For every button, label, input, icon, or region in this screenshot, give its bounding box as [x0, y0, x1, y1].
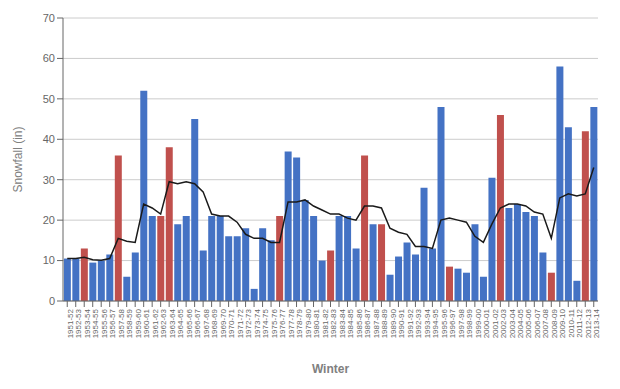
- svg-text:2002-03: 2002-03: [499, 309, 508, 339]
- svg-text:2001-02: 2001-02: [490, 309, 500, 339]
- svg-text:1954-55: 1954-55: [91, 309, 101, 339]
- svg-text:Snowfall (in): Snowfall (in): [11, 126, 25, 192]
- svg-text:1966-67: 1966-67: [193, 309, 203, 339]
- svg-text:1979-80: 1979-80: [303, 309, 313, 339]
- svg-text:1972-73: 1972-73: [244, 309, 254, 339]
- svg-text:1961-62: 1961-62: [150, 309, 160, 339]
- svg-text:1957-58: 1957-58: [116, 309, 126, 339]
- svg-text:1967-68: 1967-68: [201, 309, 211, 339]
- svg-text:1976-77: 1976-77: [278, 309, 288, 339]
- svg-text:2004-05: 2004-05: [516, 309, 525, 339]
- svg-text:2008-09: 2008-09: [550, 309, 559, 339]
- svg-text:1960-61: 1960-61: [142, 309, 152, 339]
- svg-text:1962-63: 1962-63: [159, 309, 169, 339]
- svg-text:1980-81: 1980-81: [312, 309, 322, 339]
- svg-text:1999-00: 1999-00: [473, 309, 483, 339]
- svg-text:1992-93: 1992-93: [414, 309, 424, 339]
- svg-text:2007-08: 2007-08: [541, 309, 551, 339]
- svg-text:2011-12: 2011-12: [575, 309, 585, 338]
- svg-text:1953-54: 1953-54: [82, 309, 92, 339]
- svg-text:1988-89: 1988-89: [380, 309, 390, 339]
- svg-text:2005-06: 2005-06: [524, 309, 534, 339]
- svg-text:1959-60: 1959-60: [133, 309, 143, 339]
- svg-text:1969-70: 1969-70: [218, 309, 228, 339]
- svg-text:10: 10: [43, 254, 55, 266]
- svg-text:2006-07: 2006-07: [533, 309, 542, 339]
- svg-text:1997-98: 1997-98: [456, 309, 466, 339]
- svg-text:20: 20: [43, 214, 55, 226]
- svg-text:2012-13: 2012-13: [583, 309, 593, 339]
- svg-text:2009-10: 2009-10: [558, 309, 568, 339]
- svg-text:2010-11: 2010-11: [567, 309, 576, 338]
- svg-text:60: 60: [43, 52, 55, 64]
- svg-text:1963-64: 1963-64: [167, 309, 177, 339]
- svg-text:1973-74: 1973-74: [252, 309, 262, 339]
- svg-text:1974-75: 1974-75: [261, 309, 271, 339]
- svg-text:1982-83: 1982-83: [329, 309, 339, 339]
- svg-text:1971-72: 1971-72: [235, 309, 245, 339]
- svg-text:1986-87: 1986-87: [363, 309, 373, 339]
- svg-text:40: 40: [43, 133, 55, 145]
- svg-text:30: 30: [43, 174, 55, 186]
- svg-text:70: 70: [43, 12, 55, 24]
- svg-text:0: 0: [49, 295, 55, 307]
- svg-text:1958-59: 1958-59: [125, 309, 135, 339]
- svg-text:1978-79: 1978-79: [295, 309, 305, 339]
- svg-text:50: 50: [43, 93, 55, 105]
- svg-text:1998-99: 1998-99: [465, 309, 475, 339]
- svg-text:1968-69: 1968-69: [210, 309, 220, 339]
- svg-text:1984-85: 1984-85: [346, 309, 356, 339]
- svg-text:1956-57: 1956-57: [108, 309, 118, 339]
- svg-text:1952-53: 1952-53: [74, 309, 84, 339]
- svg-text:1990-91: 1990-91: [397, 309, 407, 339]
- svg-text:1977-78: 1977-78: [286, 309, 296, 339]
- svg-text:1964-65: 1964-65: [176, 309, 186, 339]
- svg-text:1995-96: 1995-96: [439, 309, 449, 339]
- svg-text:1975-76: 1975-76: [269, 309, 279, 339]
- svg-text:1965-66: 1965-66: [184, 309, 194, 339]
- svg-text:1996-97: 1996-97: [448, 309, 458, 339]
- svg-text:1991-92: 1991-92: [405, 309, 415, 339]
- svg-text:1951-52: 1951-52: [65, 309, 75, 339]
- svg-text:1989-90: 1989-90: [388, 309, 398, 339]
- svg-text:1983-84: 1983-84: [337, 309, 347, 339]
- svg-text:2013-14: 2013-14: [592, 308, 601, 338]
- svg-text:1987-88: 1987-88: [371, 309, 381, 339]
- svg-text:1955-56: 1955-56: [99, 309, 109, 339]
- svg-text:1993-94: 1993-94: [422, 309, 432, 339]
- svg-text:1981-82: 1981-82: [320, 309, 330, 339]
- svg-text:Winter: Winter: [312, 362, 350, 376]
- svg-text:1994-95: 1994-95: [431, 309, 441, 339]
- svg-text:1985-86: 1985-86: [354, 309, 364, 339]
- svg-text:1970-71: 1970-71: [227, 309, 237, 339]
- svg-text:2000-01: 2000-01: [482, 309, 491, 339]
- svg-text:2003-04: 2003-04: [507, 309, 517, 339]
